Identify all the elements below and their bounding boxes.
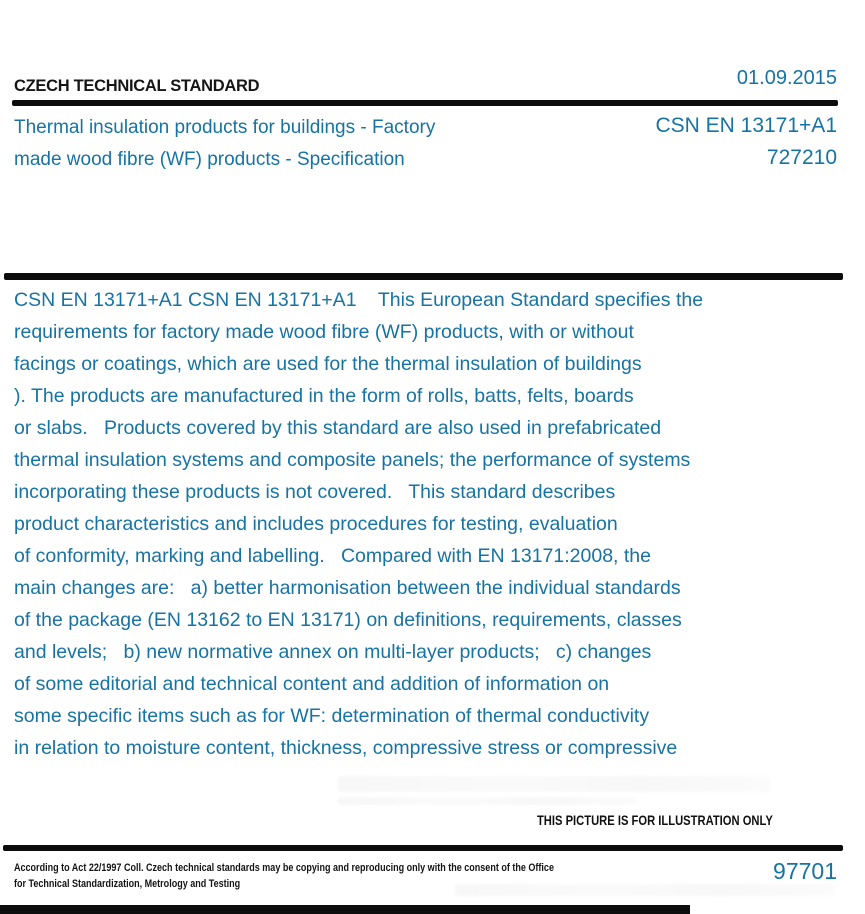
header-divider — [12, 100, 838, 106]
catalog-number: 97701 — [773, 858, 837, 884]
abstract-text: CSN EN 13171+A1 CSN EN 13171+A1 This Eur… — [14, 289, 704, 759]
bottom-edge-bar — [0, 905, 690, 914]
standard-reference-block: CSN EN 13171+A1 727210 — [655, 110, 837, 174]
issue-date: 01.09.2015 — [736, 67, 837, 89]
faint-print-artifact — [338, 797, 638, 805]
abstract-divider — [4, 273, 843, 280]
standard-type-label: CZECH TECHNICAL STANDARD — [14, 77, 260, 95]
standard-class-number: 727210 — [766, 146, 837, 169]
copyright-notice: According to Act 22/1997 Coll. Czech tec… — [14, 862, 554, 890]
faint-print-artifact — [455, 884, 835, 896]
footer-divider — [3, 845, 843, 851]
standard-title: Thermal insulation products for building… — [14, 117, 436, 170]
standard-designation: CSN EN 13171+A1 — [655, 114, 837, 137]
faint-print-artifact — [338, 776, 770, 792]
illustration-only-notice: THIS PICTURE IS FOR ILLUSTRATION ONLY — [537, 812, 773, 828]
